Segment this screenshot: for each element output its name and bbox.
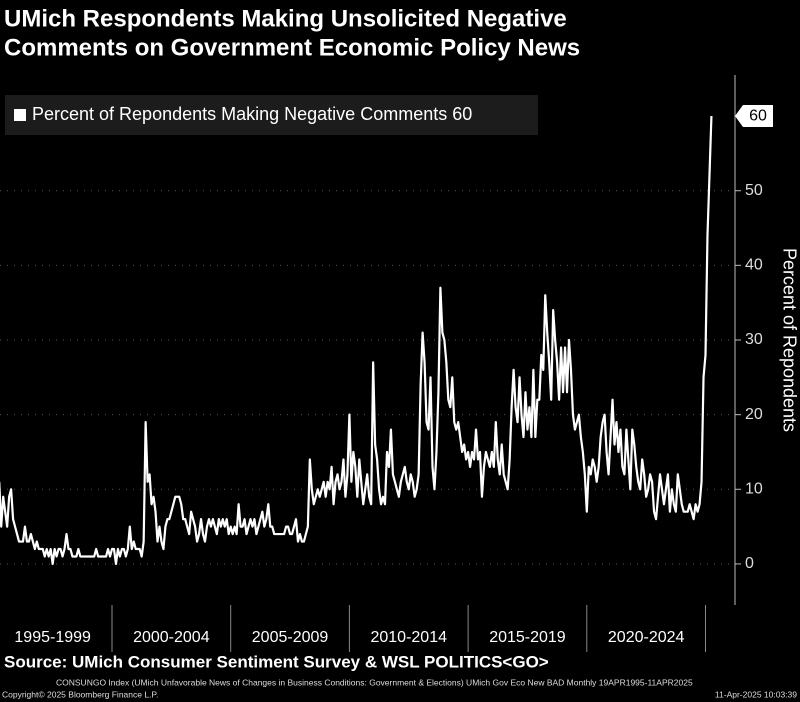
copyright: Copyright© 2025 Bloomberg Finance L.P. [2, 689, 158, 699]
x-period-label: 2005-2009 [252, 629, 329, 646]
timestamp: 11-Apr-2025 10:03:39 [715, 689, 797, 699]
x-period-label: 1995-1999 [14, 629, 91, 646]
source: Source: UMich Consumer Sentiment Survey … [4, 652, 549, 671]
x-period-label: 2000-2004 [133, 629, 210, 646]
footnote: CONSUNGO Index (UMich Unfavorable News o… [56, 677, 693, 687]
y-tick-label: 30 [745, 331, 763, 348]
y-tick-label: 20 [745, 406, 763, 423]
y-tick-label: 40 [745, 257, 763, 274]
y-axis-label: Percent of Repondents [779, 248, 799, 432]
chart-title: UMich Respondents Making Unsolicited Neg… [4, 5, 567, 32]
last-value-box [735, 105, 773, 128]
y-tick-label: 10 [745, 481, 763, 498]
x-period-label: 2015-2019 [489, 629, 566, 646]
chart-title: Comments on Government Economic Policy N… [4, 34, 580, 61]
y-tick-label: 50 [745, 182, 763, 199]
legend-value: 60 [452, 104, 472, 124]
legend-swatch [14, 109, 26, 121]
legend-box [5, 95, 538, 135]
last-value-label: 60 [749, 107, 767, 124]
y-tick-label: 0 [745, 555, 754, 572]
data-line [0, 116, 713, 566]
x-period-label: 2010-2014 [370, 629, 447, 646]
x-period-label: 2020-2024 [608, 629, 685, 646]
legend-name: Percent of Repondents Making Negative Co… [32, 104, 447, 124]
legend-label: Percent of Repondents Making Negative Co… [32, 104, 472, 124]
